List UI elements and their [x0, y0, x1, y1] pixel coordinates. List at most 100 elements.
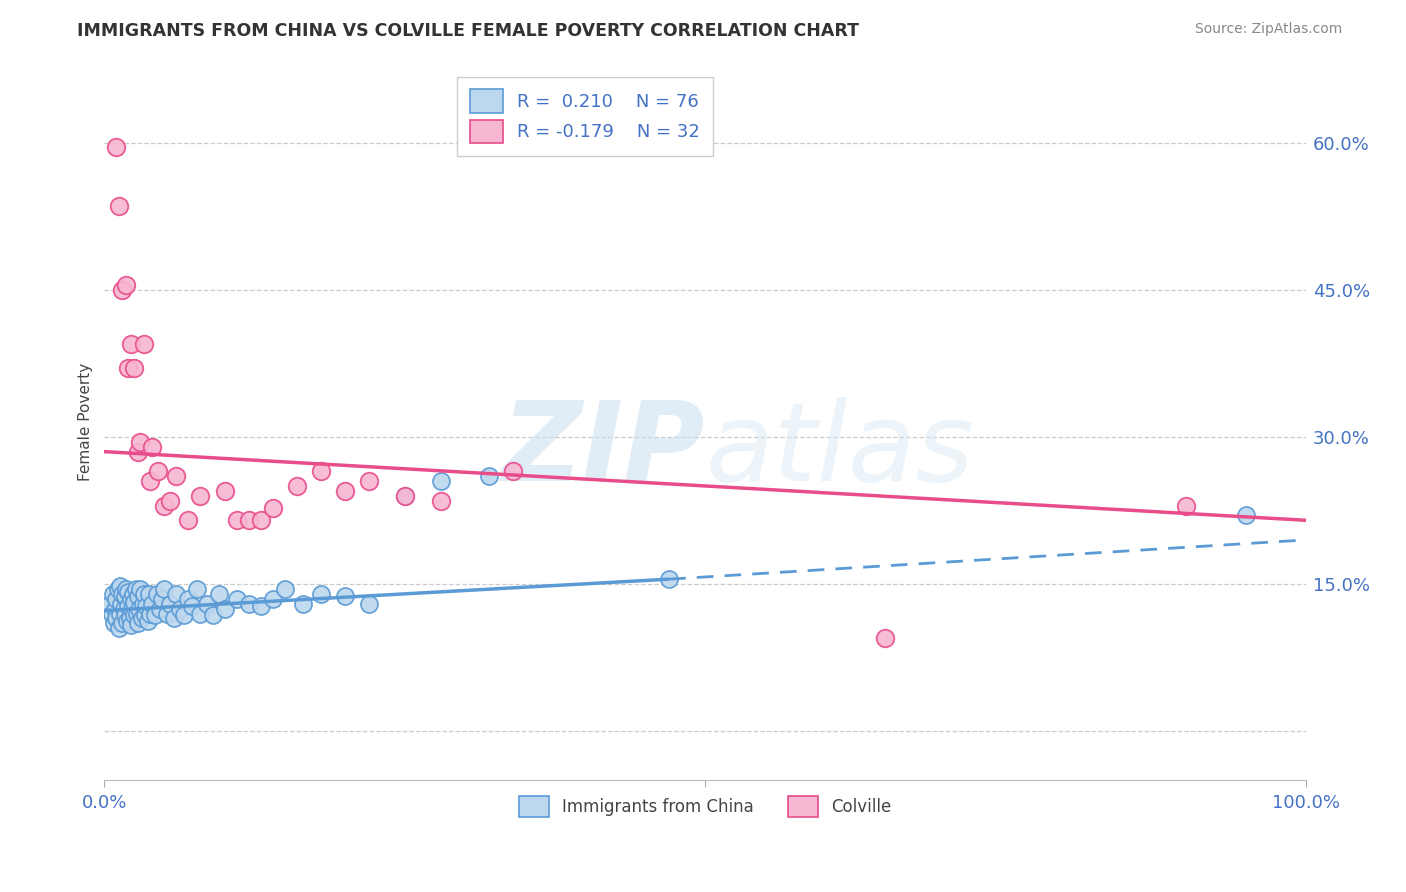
Point [118, 611, 141, 625]
Point [100, 597, 122, 611]
Point [225, 591, 247, 606]
Point [333, 589, 356, 603]
Point [125, 607, 148, 621]
Point [357, 474, 380, 488]
Point [173, 608, 195, 623]
Point [150, 591, 173, 606]
Point [129, 434, 152, 449]
Point [115, 582, 138, 596]
Point [156, 607, 179, 621]
Point [121, 601, 143, 615]
Point [163, 611, 186, 625]
Point [333, 483, 356, 498]
Point [262, 591, 284, 606]
Text: ZIP: ZIP [502, 397, 706, 504]
Point [124, 361, 146, 376]
Point [1174, 499, 1197, 513]
Text: IMMIGRANTS FROM CHINA VS COLVILLE FEMALE POVERTY CORRELATION CHART: IMMIGRANTS FROM CHINA VS COLVILLE FEMALE… [77, 22, 859, 40]
Point [104, 601, 127, 615]
Point [148, 464, 170, 478]
Point [127, 589, 149, 603]
Legend: Immigrants from China, Colville: Immigrants from China, Colville [510, 788, 900, 826]
Point [159, 597, 181, 611]
Point [110, 597, 132, 611]
Point [120, 618, 142, 632]
Point [111, 283, 134, 297]
Point [238, 597, 260, 611]
Point [502, 464, 524, 478]
Text: Source: ZipAtlas.com: Source: ZipAtlas.com [1195, 22, 1343, 37]
Point [105, 611, 128, 625]
Text: atlas: atlas [706, 397, 974, 504]
Point [153, 499, 176, 513]
Point [107, 582, 129, 596]
Point [111, 587, 134, 601]
Point [124, 582, 146, 596]
Point [131, 611, 153, 625]
Point [149, 601, 172, 615]
Point [285, 479, 308, 493]
Point [225, 513, 247, 527]
Point [108, 607, 131, 621]
Point [141, 440, 163, 454]
Point [273, 582, 295, 596]
Point [190, 607, 212, 621]
Point [658, 572, 681, 586]
Point [1234, 508, 1257, 523]
Point [127, 444, 149, 458]
Point [238, 513, 260, 527]
Point [146, 587, 169, 601]
Point [112, 601, 135, 615]
Point [114, 589, 136, 603]
Point [430, 474, 453, 488]
Point [214, 483, 236, 498]
Point [101, 587, 124, 601]
Point [138, 587, 160, 601]
Point [117, 585, 139, 599]
Point [122, 587, 145, 601]
Point [214, 601, 236, 615]
Point [139, 607, 162, 621]
Point [190, 489, 212, 503]
Point [132, 336, 155, 351]
Point [129, 582, 152, 596]
Point [117, 361, 139, 376]
Point [132, 587, 155, 601]
Point [177, 591, 200, 606]
Point [108, 579, 131, 593]
Point [249, 599, 271, 613]
Point [291, 597, 314, 611]
Point [120, 591, 142, 606]
Point [166, 469, 188, 483]
Point [169, 601, 191, 615]
Point [139, 474, 162, 488]
Point [124, 608, 146, 623]
Point [120, 336, 142, 351]
Point [177, 513, 200, 527]
Point [153, 582, 176, 596]
Point [262, 500, 284, 515]
Point [105, 591, 128, 606]
Point [135, 599, 157, 613]
Point [132, 597, 155, 611]
Point [111, 616, 134, 631]
Point [249, 513, 271, 527]
Point [207, 587, 229, 601]
Point [107, 621, 129, 635]
Point [201, 608, 224, 623]
Point [134, 608, 156, 623]
Point [166, 587, 188, 601]
Point [114, 608, 136, 623]
Point [124, 595, 146, 609]
Point [478, 469, 501, 483]
Point [394, 489, 416, 503]
Point [309, 587, 332, 601]
Point [159, 493, 181, 508]
Point [430, 493, 453, 508]
Point [128, 601, 150, 615]
Point [136, 615, 159, 629]
Point [115, 615, 138, 629]
Point [100, 607, 122, 621]
Point [107, 199, 129, 213]
Point [186, 582, 208, 596]
